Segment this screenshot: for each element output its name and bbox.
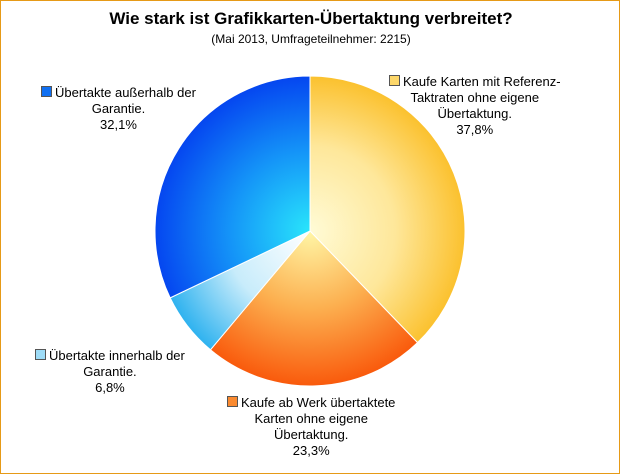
slice-value-referenz: 37,8% xyxy=(456,122,494,137)
slice-werk xyxy=(209,230,419,387)
chart-subtitle: (Mai 2013, Umfrageteilnehmer: 2215) xyxy=(211,32,411,46)
slice-line: Kaufe Karten mit Referenz- xyxy=(403,74,561,89)
slice-line: Übertaktung. xyxy=(273,427,349,442)
slice-line: Übertakte außerhalb der xyxy=(55,85,196,100)
slice-ausserhalb xyxy=(154,75,311,299)
slice-label-referenz: Kaufe Karten mit Referenz- Taktraten ohn… xyxy=(389,74,561,138)
slice-value-werk: 23,3% xyxy=(292,443,330,458)
slice-line: Übertakte innerhalb der xyxy=(49,348,185,363)
legend-key-ausserhalb xyxy=(41,86,52,97)
slice-line: Karten ohne eigene xyxy=(254,411,368,426)
slice-line: Garantie. xyxy=(83,364,137,379)
chart-title: Wie stark ist Grafikkarten-Übertaktung v… xyxy=(109,9,513,28)
legend-key-innerhalb xyxy=(35,349,46,360)
slice-value-ausserhalb: 32,1% xyxy=(100,117,137,132)
legend-key-referenz xyxy=(389,75,400,86)
slice-line: Übertaktung. xyxy=(437,106,512,121)
legend-key-werk xyxy=(227,396,238,407)
slice-label-ausserhalb: Übertakte außerhalb der Garantie. 32,1% xyxy=(41,85,196,133)
slice-line: Garantie. xyxy=(91,101,146,116)
slice-label-werk: Kaufe ab Werk übertaktete Karten ohne ei… xyxy=(227,395,395,459)
slice-value-innerhalb: 6,8% xyxy=(95,380,125,395)
slice-label-innerhalb: Übertakte innerhalb der Garantie. 6,8% xyxy=(35,348,185,396)
slice-referenz xyxy=(309,75,466,344)
slice-line: Kaufe ab Werk übertaktete xyxy=(241,395,396,410)
slice-line: Taktraten ohne eigene xyxy=(410,90,540,105)
